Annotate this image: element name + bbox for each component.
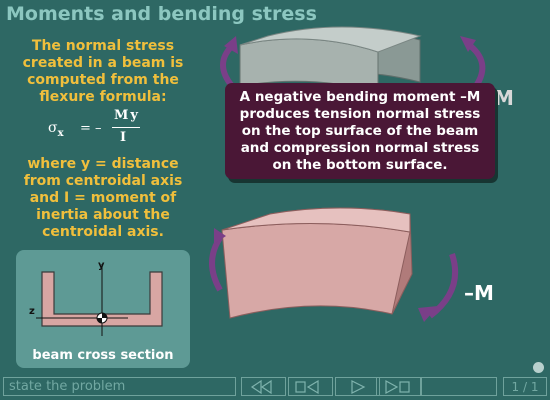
flexure-intro-text: The normal stress created in a beam is c… (22, 38, 184, 105)
last-page-button[interactable] (376, 377, 421, 396)
last-page-icon (385, 379, 410, 395)
play-icon (351, 380, 366, 394)
top-beam-back-face (267, 28, 421, 83)
formula-equals: = – (80, 121, 102, 136)
bottom-left-arrowhead-icon (214, 228, 226, 244)
bottom-toolbar: state the problem 1 / 1 (0, 376, 550, 400)
bottom-beam-top-face (221, 207, 411, 233)
top-beam-top-face (239, 26, 422, 53)
formula-fraction-bar (112, 127, 140, 128)
callout-box: A negative bending moment –M produces te… (225, 83, 495, 179)
z-axis-label: z (29, 306, 35, 317)
top-left-arrowhead-icon (224, 36, 238, 54)
bottom-left-moment-arrow (209, 236, 223, 292)
previous-page-icon (295, 379, 319, 395)
bottom-beam-end-face (391, 213, 413, 315)
first-page-icon (250, 379, 272, 395)
cross-section-panel: y z beam cross section (16, 250, 190, 368)
centroid-quadrant-top (102, 313, 107, 318)
problem-step-field[interactable]: state the problem (3, 377, 236, 396)
play-button[interactable] (335, 377, 380, 396)
formula-numerator: My (114, 108, 140, 123)
first-page-button[interactable] (241, 377, 286, 396)
centroid-quadrant-bottom (97, 318, 102, 323)
page-title: Moments and bending stress (6, 3, 317, 25)
top-moment-label: M (494, 86, 514, 110)
info-dot-button[interactable] (533, 362, 544, 373)
y-axis-label: y (98, 260, 105, 271)
blank-field[interactable] (421, 377, 497, 396)
bottom-beam-front-face (221, 223, 411, 319)
bottom-beam-back-face (269, 207, 411, 279)
top-right-arrowhead-icon (460, 36, 476, 52)
flexure-formula: σx = – My I (40, 108, 180, 150)
cross-section-caption: beam cross section (32, 348, 174, 363)
page-indicator: 1 / 1 (503, 377, 547, 396)
top-left-moment-arrow (220, 43, 235, 88)
top-right-moment-arrow (466, 41, 486, 88)
bottom-moment-label: –M (464, 281, 494, 305)
bottom-beam (221, 207, 413, 319)
previous-page-button[interactable] (288, 377, 333, 396)
formula-denominator: I (120, 130, 127, 145)
cross-section-diagram: y z (29, 260, 163, 336)
flexure-where-text: where y = distance from centroidal axis … (23, 156, 183, 240)
formula-lhs: σx (48, 120, 64, 139)
bottom-right-arrowhead-icon (418, 306, 438, 322)
bottom-right-moment-arrow (428, 253, 459, 319)
callout-text: A negative bending moment –M produces te… (239, 89, 481, 173)
